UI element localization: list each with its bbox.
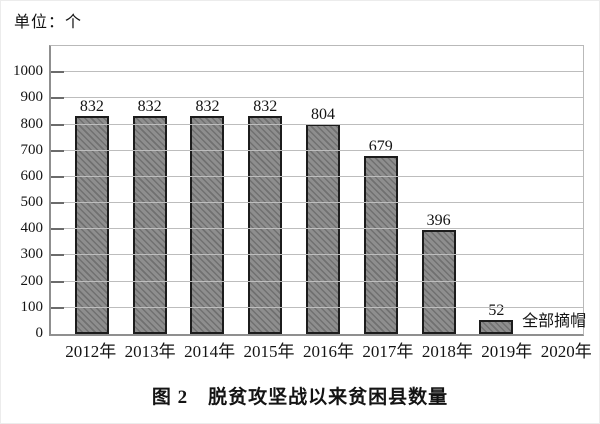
y-axis-labels: 0 100 200 300 400 500 600 700 800 900 1000 bbox=[1, 45, 44, 341]
gridline bbox=[51, 306, 583, 308]
bar-slot: 全部摘帽 bbox=[522, 46, 587, 334]
bar-slot: 52 bbox=[467, 46, 525, 334]
bar-slot: 832 bbox=[179, 46, 237, 334]
x-tick-label: 2016年 bbox=[302, 342, 354, 361]
gridline bbox=[51, 149, 583, 151]
gridline bbox=[51, 254, 583, 256]
y-tick-label: 800 bbox=[20, 115, 44, 132]
bar-value-label: 832 bbox=[253, 98, 278, 116]
gridline bbox=[51, 123, 583, 125]
gridline bbox=[51, 280, 583, 282]
x-tick-label: 2014年 bbox=[184, 342, 236, 361]
y-tick-label: 200 bbox=[20, 272, 44, 289]
bar-slot: 396 bbox=[410, 46, 468, 334]
bar-value-label: 832 bbox=[195, 98, 220, 116]
bar-value-label: 52 bbox=[488, 302, 505, 320]
gridline bbox=[51, 228, 583, 230]
bar-slot: 679 bbox=[352, 46, 410, 334]
plot-area: 832 832 832 832 804 679 396 52 全部摘帽 bbox=[49, 45, 587, 336]
bar-slot: 832 bbox=[63, 46, 121, 334]
y-tick-label: 300 bbox=[20, 246, 44, 263]
bars-row: 832 832 832 832 804 679 396 52 全部摘帽 bbox=[51, 46, 587, 334]
bar bbox=[132, 116, 167, 334]
bar bbox=[363, 156, 398, 334]
y-tick-label: 900 bbox=[20, 89, 44, 106]
bar bbox=[479, 320, 514, 334]
bar-value-label: 396 bbox=[426, 212, 451, 230]
x-axis-labels: 2012年 2013年 2014年 2015年 2016年 2017年 2018年 2019年… bbox=[49, 342, 596, 362]
gridline bbox=[51, 202, 583, 204]
y-axis-tick bbox=[51, 228, 64, 231]
bar-value-label: 832 bbox=[137, 98, 162, 116]
y-axis-tick bbox=[51, 97, 64, 100]
y-tick-label: 100 bbox=[20, 298, 44, 315]
y-axis-tick bbox=[51, 306, 64, 309]
y-tick-label: 400 bbox=[20, 220, 44, 237]
gridline bbox=[51, 97, 583, 99]
bar-slot: 804 bbox=[294, 46, 352, 334]
x-tick-label: 2018年 bbox=[421, 342, 473, 361]
x-tick-label: 2013年 bbox=[124, 342, 176, 361]
bar bbox=[74, 116, 109, 334]
y-tick-label: 0 bbox=[35, 325, 44, 341]
y-tick-label: 700 bbox=[20, 141, 44, 158]
bar-slot: 832 bbox=[121, 46, 179, 334]
y-axis-tick bbox=[51, 175, 64, 178]
annotation-text: 全部摘帽 bbox=[522, 313, 587, 330]
bar-slot: 832 bbox=[236, 46, 294, 334]
y-axis-tick bbox=[51, 123, 64, 126]
gridline bbox=[51, 71, 583, 73]
y-tick-label: 500 bbox=[20, 194, 44, 211]
y-axis-tick bbox=[51, 254, 64, 257]
y-axis-tick bbox=[51, 280, 64, 283]
bar-value-label: 832 bbox=[79, 98, 104, 116]
gridline bbox=[51, 175, 583, 177]
y-tick-label: 600 bbox=[20, 167, 44, 184]
y-axis-tick bbox=[51, 149, 64, 152]
x-tick-label: 2015年 bbox=[243, 342, 295, 361]
y-axis-tick bbox=[51, 71, 64, 74]
y-axis-tick bbox=[51, 202, 64, 205]
x-tick-label: 2020年 bbox=[540, 342, 592, 361]
bar-value-label: 804 bbox=[311, 105, 336, 123]
bar-value-label: 679 bbox=[368, 138, 393, 156]
x-tick-label: 2017年 bbox=[362, 342, 414, 361]
unit-label: 单位：个 bbox=[14, 14, 83, 31]
bar bbox=[248, 116, 283, 334]
y-tick-label: 1000 bbox=[13, 63, 43, 80]
x-tick-label: 2012年 bbox=[65, 342, 117, 361]
figure-caption: 图 2 脱贫攻坚战以来贫困县数量 bbox=[151, 387, 449, 408]
x-tick-label: 2019年 bbox=[481, 342, 533, 361]
bar bbox=[421, 230, 456, 334]
bar bbox=[190, 116, 225, 334]
